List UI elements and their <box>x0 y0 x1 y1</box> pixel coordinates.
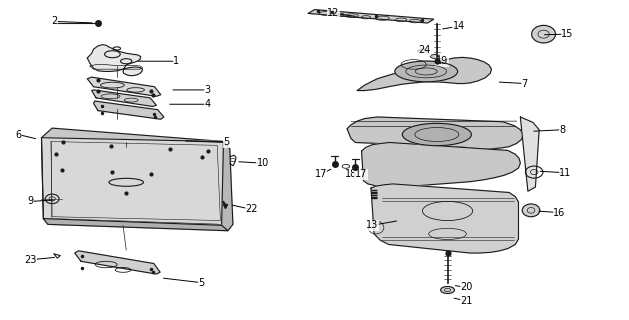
Text: 19: 19 <box>436 56 448 66</box>
Text: 17: 17 <box>355 169 367 179</box>
Polygon shape <box>520 117 539 191</box>
Text: 20: 20 <box>460 283 472 292</box>
Text: 18: 18 <box>345 169 357 179</box>
Ellipse shape <box>522 204 540 217</box>
Text: 1: 1 <box>174 56 179 66</box>
Text: 2: 2 <box>51 16 57 27</box>
Text: 24: 24 <box>418 45 430 55</box>
Ellipse shape <box>418 49 427 52</box>
Text: 7: 7 <box>521 78 528 89</box>
Text: 3: 3 <box>205 85 211 95</box>
Text: 5: 5 <box>223 138 230 148</box>
Polygon shape <box>308 10 434 23</box>
Text: 23: 23 <box>25 255 37 265</box>
Polygon shape <box>357 57 491 91</box>
Text: 22: 22 <box>245 204 258 214</box>
Ellipse shape <box>430 54 440 58</box>
Ellipse shape <box>441 286 455 293</box>
Ellipse shape <box>395 61 457 82</box>
Text: 10: 10 <box>257 158 269 168</box>
Polygon shape <box>42 128 230 150</box>
Text: 9: 9 <box>28 196 34 206</box>
Polygon shape <box>92 90 157 107</box>
Text: 11: 11 <box>559 168 572 178</box>
Text: 8: 8 <box>559 125 565 135</box>
Text: 6: 6 <box>15 130 21 140</box>
Polygon shape <box>87 77 161 96</box>
Polygon shape <box>371 184 518 253</box>
Text: 13: 13 <box>366 220 379 230</box>
Text: 12: 12 <box>327 8 340 19</box>
Text: 4: 4 <box>205 99 211 109</box>
Polygon shape <box>347 117 523 149</box>
Polygon shape <box>94 101 164 119</box>
Text: 14: 14 <box>453 21 465 31</box>
Text: 17: 17 <box>314 169 327 179</box>
Polygon shape <box>87 45 143 76</box>
Polygon shape <box>221 141 233 231</box>
Polygon shape <box>362 142 520 188</box>
Text: 15: 15 <box>561 29 574 39</box>
Polygon shape <box>75 251 160 274</box>
Text: 5: 5 <box>198 278 204 288</box>
Text: 16: 16 <box>553 208 565 218</box>
Ellipse shape <box>403 123 471 146</box>
Polygon shape <box>42 138 226 225</box>
Text: 21: 21 <box>460 296 472 306</box>
Polygon shape <box>43 219 228 231</box>
Ellipse shape <box>532 25 555 43</box>
